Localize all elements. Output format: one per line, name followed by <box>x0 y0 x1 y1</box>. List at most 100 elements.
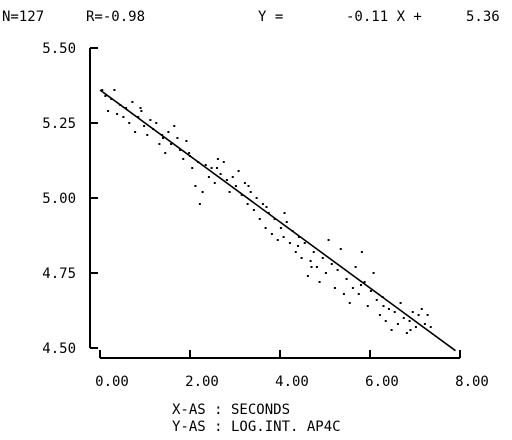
data-point <box>207 176 210 178</box>
data-point <box>411 311 414 313</box>
data-point <box>378 314 381 316</box>
data-point <box>213 182 216 184</box>
data-point <box>363 281 366 283</box>
equation-slope-label: -0.11 X + <box>346 9 422 25</box>
data-point <box>107 110 110 112</box>
data-point <box>283 212 286 214</box>
data-point <box>131 101 134 103</box>
data-point <box>179 149 182 151</box>
data-point <box>390 329 393 331</box>
data-point <box>264 227 267 229</box>
y-tick-label: 4.50 <box>42 341 76 357</box>
data-point <box>170 143 173 145</box>
data-point <box>143 125 146 127</box>
data-point <box>182 158 185 160</box>
data-point <box>312 251 315 253</box>
data-point <box>216 167 218 169</box>
data-point <box>420 308 423 310</box>
data-point <box>240 194 243 196</box>
data-point <box>231 176 234 178</box>
data-point <box>384 320 387 322</box>
data-point <box>225 179 228 181</box>
data-point <box>372 272 375 274</box>
y-tick-label: 5.00 <box>42 191 76 207</box>
data-point <box>297 236 300 238</box>
data-point <box>402 317 405 319</box>
data-point <box>194 185 197 187</box>
data-point <box>191 167 194 169</box>
data-point <box>333 287 336 289</box>
data-point <box>330 263 333 265</box>
data-point <box>360 284 362 286</box>
data-point <box>279 227 282 229</box>
data-point <box>409 329 412 331</box>
data-point <box>252 209 255 211</box>
data-point <box>246 203 249 205</box>
data-point <box>140 110 143 112</box>
data-point <box>357 293 360 295</box>
axes: 4.50 4.75 5.00 5.25 5.50 0.00 2.00 4.00 6.00 8.00 <box>42 41 489 390</box>
data-point <box>300 257 303 259</box>
data-point <box>276 239 279 241</box>
data-point <box>366 305 369 307</box>
data-point <box>408 320 411 322</box>
data-point <box>204 164 207 166</box>
data-point <box>387 308 390 310</box>
data-point <box>351 287 354 289</box>
data-point <box>116 113 119 115</box>
data-point <box>348 302 351 304</box>
data-point <box>255 197 258 199</box>
x-tick-label: 2.00 <box>185 374 219 390</box>
data-point <box>201 191 204 193</box>
data-point <box>294 251 297 253</box>
data-point <box>243 182 246 184</box>
data-point <box>382 305 385 307</box>
data-point <box>309 260 312 262</box>
data-point <box>303 242 306 244</box>
data-point <box>137 116 140 118</box>
y-axis-caption: Y-AS : LOG.INT. AP4C <box>172 419 341 435</box>
equation-intercept-label: 5.36 <box>466 9 500 25</box>
y-tick-label: 4.75 <box>42 266 76 282</box>
equation-y-label: Y = <box>258 9 284 25</box>
data-point <box>162 137 164 139</box>
data-point <box>310 266 313 268</box>
data-point <box>216 158 219 160</box>
data-point <box>342 293 345 295</box>
data-point <box>282 236 285 238</box>
data-point <box>222 161 225 163</box>
data-point <box>249 191 252 193</box>
data-point <box>164 152 167 154</box>
data-point <box>405 332 408 334</box>
data-point <box>324 272 327 274</box>
data-point <box>414 326 417 328</box>
data-point <box>122 116 125 118</box>
y-tick-label: 5.50 <box>42 41 76 57</box>
x-tick-label: 6.00 <box>365 374 399 390</box>
data-point <box>270 233 273 235</box>
data-point <box>149 119 152 121</box>
data-point <box>354 266 357 268</box>
data-point <box>158 143 161 145</box>
data-point <box>336 269 339 271</box>
data-point <box>139 107 142 109</box>
data-point <box>185 140 188 142</box>
regression-line-group <box>99 89 456 352</box>
data-point <box>306 275 309 277</box>
data-point <box>173 125 176 127</box>
data-point <box>339 248 342 250</box>
data-point <box>101 89 104 91</box>
x-tick-label: 8.00 <box>455 374 489 390</box>
data-point <box>155 122 158 124</box>
data-point <box>426 314 429 316</box>
data-point <box>198 203 201 205</box>
data-point <box>104 95 107 97</box>
data-point <box>327 239 330 241</box>
data-point <box>237 170 240 172</box>
data-point <box>188 152 191 154</box>
data-point <box>375 299 378 301</box>
data-point <box>265 206 268 208</box>
data-point <box>285 221 288 223</box>
data-point <box>128 122 131 124</box>
